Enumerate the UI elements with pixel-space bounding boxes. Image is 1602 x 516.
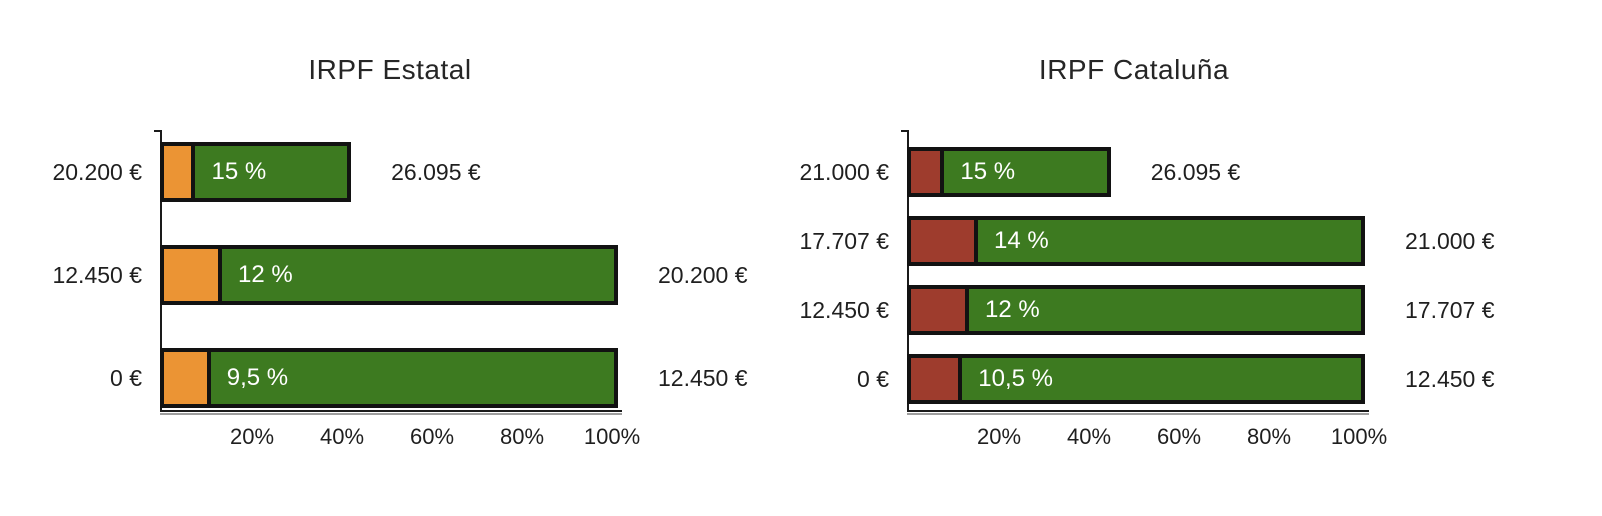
- chart-title-cataluna: IRPF Cataluña: [1038, 54, 1230, 85]
- bar-rate-segment: [911, 289, 969, 331]
- x-tick-label: 60%: [409, 424, 455, 449]
- bar-row: 12 %: [907, 285, 1365, 335]
- bracket-start-label: 12.450 €: [52, 261, 142, 288]
- bar-rate-segment: [911, 358, 963, 400]
- x-axis-baseline: [160, 410, 622, 412]
- bar-row: 15 %: [160, 142, 352, 202]
- bracket-end-label: 12.450 €: [1405, 365, 1495, 392]
- bracket-end-label: 21.000 €: [1405, 227, 1495, 254]
- x-tick-label: 40%: [319, 424, 365, 449]
- x-tick-label: 100%: [583, 424, 641, 449]
- chart-title-estatal: IRPF Estatal: [308, 54, 472, 85]
- x-tick-label: 60%: [1156, 424, 1202, 449]
- bracket-end-label: 26.095 €: [1150, 158, 1241, 185]
- x-tick-label: 80%: [499, 424, 545, 449]
- bar-row: 9,5 %: [160, 348, 618, 408]
- bar-row: 12 %: [160, 245, 618, 305]
- x-tick-label: 40%: [1066, 424, 1112, 449]
- x-tick-label: 80%: [1246, 424, 1292, 449]
- bracket-start-label: 21.000 €: [799, 158, 889, 185]
- bar-rate-segment: [164, 146, 196, 198]
- bar-row: 14 %: [907, 216, 1365, 266]
- bar-rate-segment: [164, 352, 211, 404]
- bar-row: 15 %: [907, 147, 1111, 197]
- bar-rate-label: 10,5 %: [978, 365, 1053, 392]
- bar-rate-segment: [911, 151, 945, 193]
- bar-rate-segment: [164, 249, 222, 301]
- y-axis-line: [907, 130, 909, 412]
- bar-rate-label: 15 %: [211, 158, 267, 185]
- x-tick-label: 100%: [1330, 424, 1388, 449]
- bracket-end-label: 17.707 €: [1405, 296, 1495, 323]
- bracket-start-label: 17.707 €: [799, 227, 889, 254]
- x-axis-baseline: [907, 410, 1369, 412]
- bracket-start-label: 20.200 €: [52, 158, 142, 185]
- bar-rate-segment: [911, 220, 978, 262]
- bracket-start-label: 0 €: [110, 364, 142, 391]
- y-axis-top-tick: [901, 130, 909, 132]
- bar-rate-label: 15 %: [960, 158, 1016, 185]
- bar-rate-label: 9,5 %: [226, 364, 289, 391]
- bracket-start-label: 12.450 €: [799, 296, 889, 323]
- bracket-start-label: 0 €: [857, 365, 889, 392]
- bracket-end-label: 20.200 €: [658, 261, 748, 288]
- bar-rate-label: 12 %: [985, 296, 1040, 323]
- bracket-end-label: 12.450 €: [658, 364, 748, 391]
- bar-rate-label: 12 %: [238, 261, 293, 288]
- y-axis-top-tick: [154, 130, 162, 132]
- bar-rate-label: 14 %: [994, 227, 1049, 254]
- y-axis-line: [160, 130, 162, 412]
- bar-row: 10,5 %: [907, 354, 1365, 404]
- x-tick-label: 20%: [229, 424, 275, 449]
- x-tick-label: 20%: [976, 424, 1022, 449]
- bracket-end-label: 26.095 €: [391, 158, 481, 185]
